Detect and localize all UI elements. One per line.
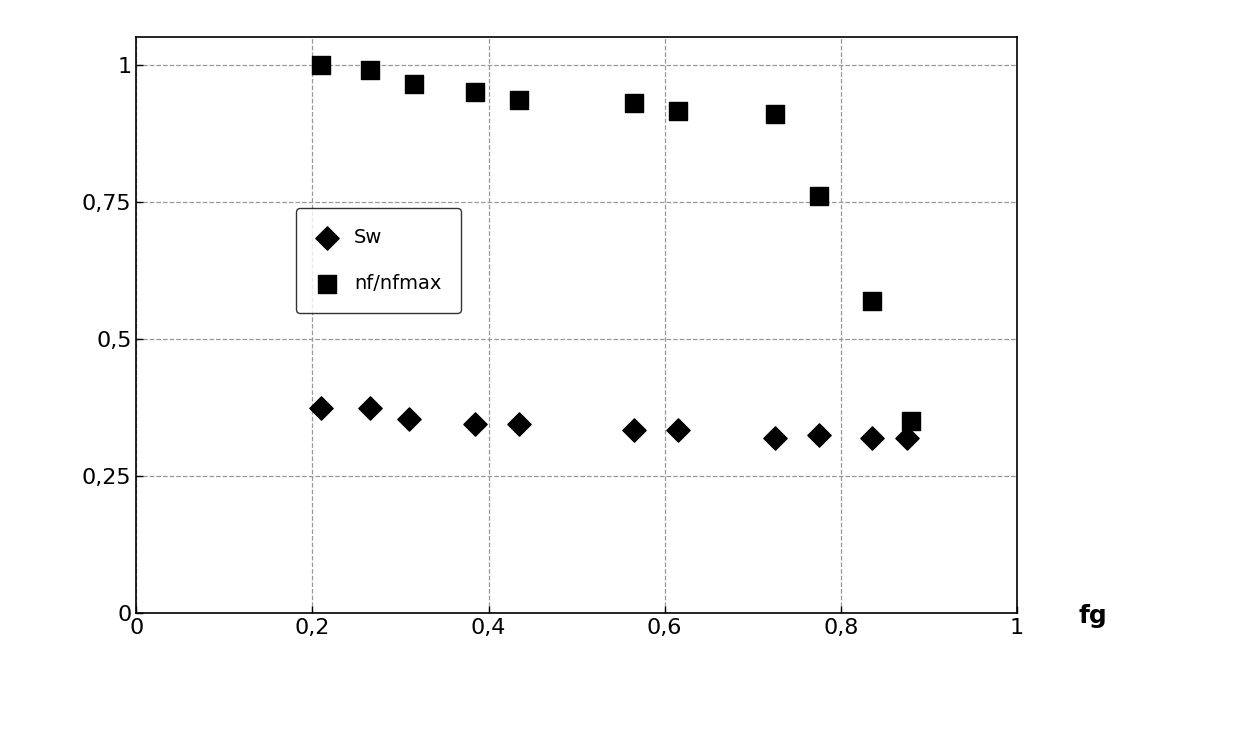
nf/nfmax <box>901 415 921 427</box>
Text: fg: fg <box>1079 604 1107 628</box>
Sw <box>862 432 882 444</box>
nf/nfmax <box>360 64 379 76</box>
Sw <box>311 402 331 414</box>
Sw <box>808 429 828 441</box>
nf/nfmax <box>624 97 644 109</box>
Sw <box>465 418 485 430</box>
nf/nfmax <box>765 108 785 120</box>
nf/nfmax <box>808 191 828 203</box>
Sw <box>765 432 785 444</box>
Sw <box>510 418 529 430</box>
Sw <box>399 413 419 425</box>
nf/nfmax <box>311 59 331 71</box>
Sw <box>897 432 916 444</box>
Sw <box>360 402 379 414</box>
Sw <box>668 423 688 435</box>
nf/nfmax <box>465 86 485 98</box>
nf/nfmax <box>510 94 529 106</box>
Sw <box>624 423 644 435</box>
nf/nfmax <box>668 105 688 117</box>
nf/nfmax <box>862 295 882 307</box>
Legend: Sw, nf/nfmax: Sw, nf/nfmax <box>296 209 461 313</box>
nf/nfmax <box>404 78 424 90</box>
